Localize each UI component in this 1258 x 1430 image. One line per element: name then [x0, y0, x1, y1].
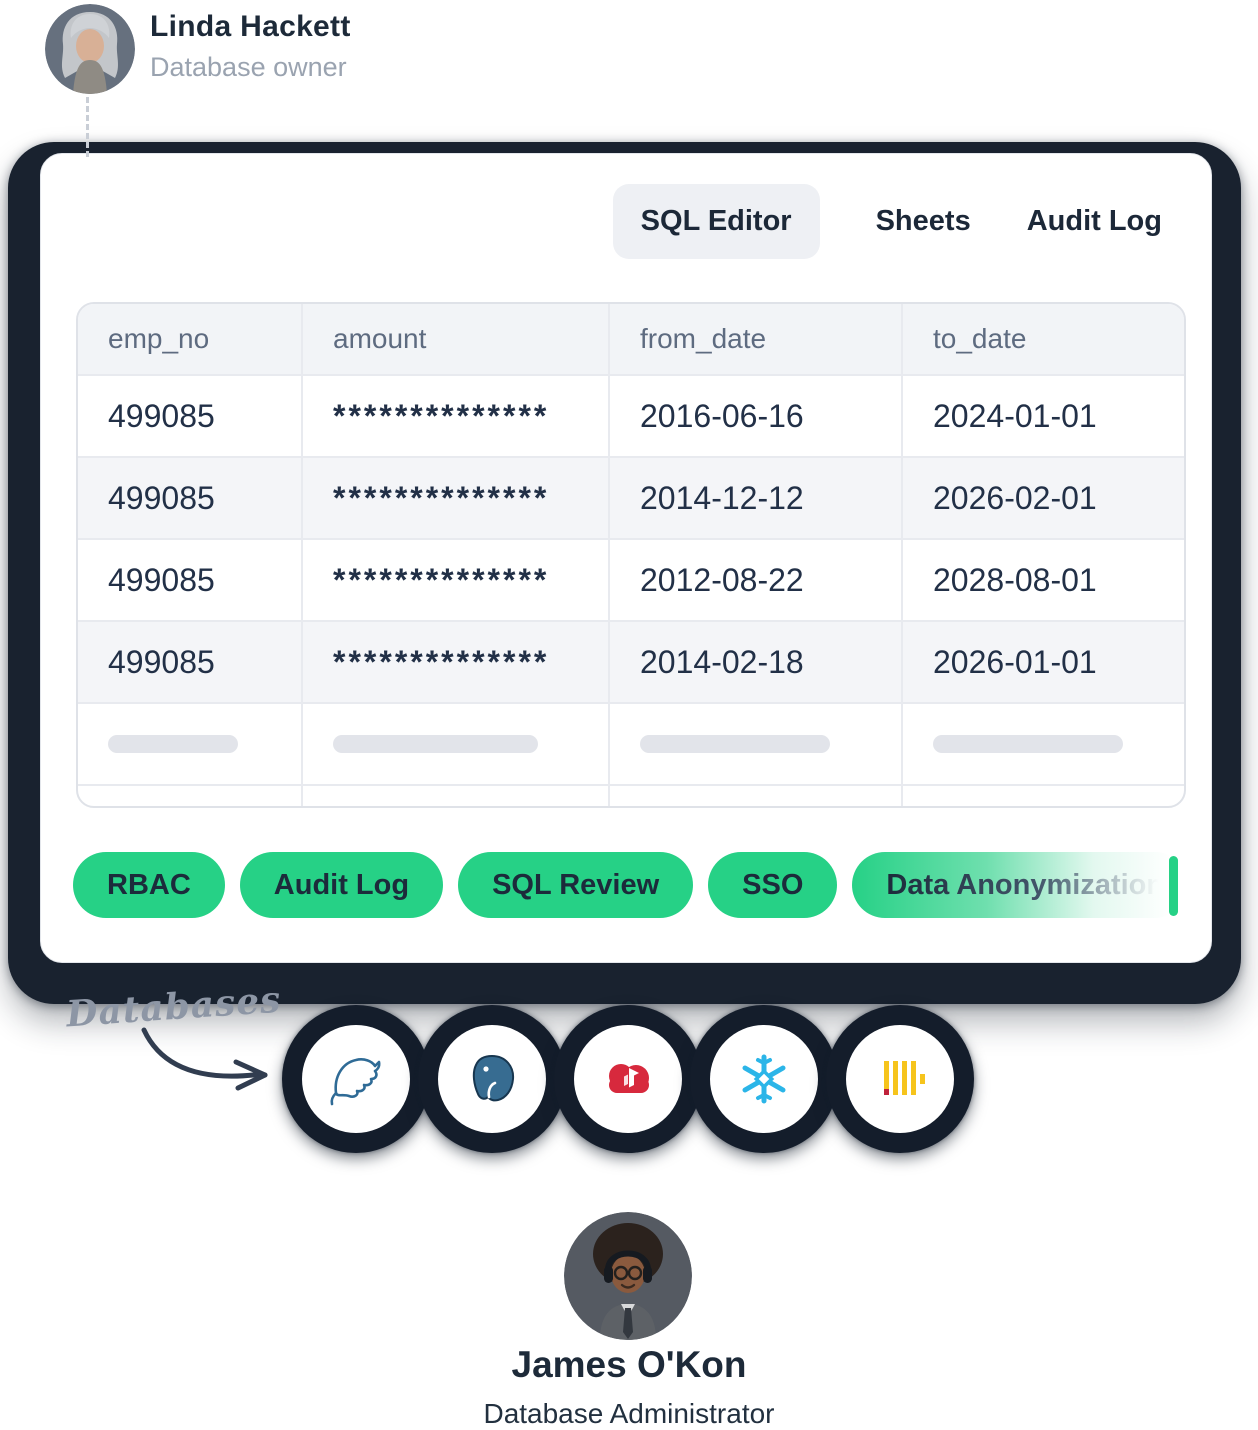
snowflake-icon [742, 1054, 786, 1104]
table-row: 499085 ************** 2012-08-22 2028-08… [78, 538, 1184, 620]
cell-emp-no: 499085 [108, 397, 215, 434]
clickhouse-icon [884, 1061, 925, 1095]
cell-emp-no: 499085 [108, 561, 215, 598]
owner-name: Linda Hackett [150, 10, 351, 43]
database-chip-clickhouse[interactable] [826, 1005, 974, 1153]
badge-rbac[interactable]: RBAC [73, 852, 225, 918]
owner-role: Database owner [150, 52, 347, 82]
cell-amount-masked: ************** [301, 540, 608, 620]
skeleton-bar [333, 735, 538, 753]
badge-sso[interactable]: SSO [708, 852, 838, 918]
cell-to-date: 2024-01-01 [901, 376, 1184, 456]
column-header-emp-no: emp_no [108, 323, 210, 354]
table-header-row: emp_no amount from_date to_date [78, 304, 1184, 374]
tab-audit-log[interactable]: Audit Log [1026, 205, 1162, 237]
owner-connector-dashed-line [86, 97, 89, 157]
database-chip-postgresql[interactable] [418, 1005, 566, 1153]
database-chip-snowflake[interactable] [690, 1005, 838, 1153]
column-header-to-date: to_date [901, 304, 1184, 374]
column-header-amount: amount [301, 304, 608, 374]
admin-role: Database Administrator [483, 1398, 775, 1429]
cell-emp-no: 499085 [108, 643, 215, 680]
linda-avatar-image [45, 4, 135, 94]
tidb-icon [609, 1064, 649, 1093]
table-row-loading [78, 702, 1184, 784]
tab-bar: SQL Editor Sheets Audit Log [612, 184, 1162, 259]
badge-audit-log[interactable]: Audit Log [239, 852, 444, 918]
skeleton-bar [640, 735, 830, 753]
cell-amount-masked: ************** [301, 622, 608, 702]
query-results-table: emp_no amount from_date to_date 499085 *… [76, 302, 1186, 808]
cell-amount-masked: ************** [301, 376, 608, 456]
cell-emp-no: 499085 [108, 479, 215, 516]
skeleton-cell [608, 704, 901, 784]
badge-peek-sliver [1169, 856, 1178, 916]
skeleton-cell [301, 704, 608, 784]
column-header-from-date: from_date [608, 304, 901, 374]
cell-amount-masked: ************** [301, 458, 608, 538]
cell-from-date: 2012-08-22 [608, 540, 901, 620]
linda-avatar [45, 4, 135, 94]
sql-editor-card: SQL Editor Sheets Audit Log emp_no amoun… [40, 153, 1212, 963]
badge-data-anonymization[interactable]: Data Anonymization [852, 852, 1189, 918]
cell-to-date: 2026-02-01 [901, 458, 1184, 538]
skeleton-cell [78, 704, 301, 784]
postgresql-icon [472, 1054, 515, 1102]
badge-sql-review[interactable]: SQL Review [458, 852, 694, 918]
table-row: 499085 ************** 2014-12-12 2026-02… [78, 456, 1184, 538]
james-avatar [564, 1212, 692, 1340]
skeleton-bar [933, 735, 1123, 753]
app-window-frame: SQL Editor Sheets Audit Log emp_no amoun… [8, 142, 1241, 1004]
feature-badges: RBAC Audit Log SQL Review SSO Data Anony… [73, 852, 1189, 918]
tab-sheets[interactable]: Sheets [875, 205, 971, 237]
james-avatar-image [564, 1212, 692, 1340]
table-row: 499085 ************** 2014-02-18 2026-01… [78, 620, 1184, 702]
skeleton-cell [901, 704, 1184, 784]
mysql-icon [330, 1058, 381, 1106]
cell-to-date: 2028-08-01 [901, 540, 1184, 620]
tab-sql-editor[interactable]: SQL Editor [612, 184, 820, 259]
cell-from-date: 2014-02-18 [608, 622, 901, 702]
database-chip-mysql[interactable] [282, 1005, 430, 1153]
table-row: 499085 ************** 2016-06-16 2024-01… [78, 374, 1184, 456]
admin-name: James O'Kon [511, 1344, 747, 1385]
cell-from-date: 2016-06-16 [608, 376, 901, 456]
arrow-annotation [141, 1027, 268, 1091]
cell-to-date: 2026-01-01 [901, 622, 1184, 702]
skeleton-bar [108, 735, 238, 753]
cell-from-date: 2014-12-12 [608, 458, 901, 538]
database-chip-tidb[interactable] [554, 1005, 702, 1153]
table-row-empty [78, 784, 1184, 806]
